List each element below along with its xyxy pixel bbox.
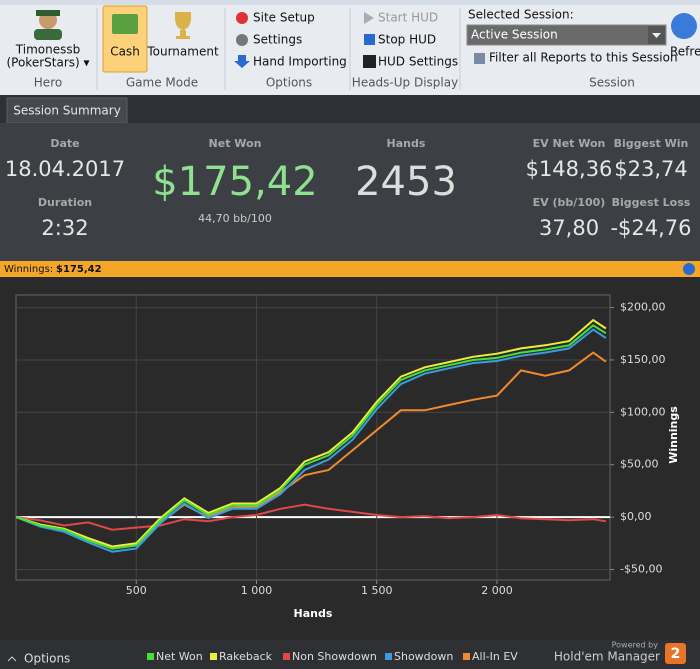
group-label: Heads-Up Display — [352, 76, 458, 90]
stat-label: Net Won — [209, 137, 262, 150]
cash-label[interactable]: Cash — [110, 45, 140, 59]
stat-label: Biggest Loss — [612, 196, 691, 209]
series-line — [15, 324, 607, 550]
powered-by: Powered by — [612, 641, 659, 650]
footer — [0, 640, 700, 669]
cash-icon — [112, 14, 138, 34]
x-tick-label: 2 000 — [481, 584, 513, 597]
options-caret — [7, 656, 17, 662]
legend-swatch — [283, 653, 290, 660]
ribbon-top — [0, 0, 700, 5]
legend-swatch — [385, 653, 392, 660]
group-label: Hero — [34, 76, 62, 90]
y-tick-label: $50,00 — [620, 458, 659, 471]
option-item[interactable]: Site Setup — [253, 11, 315, 25]
x-tick-label: 500 — [126, 584, 147, 597]
winnings-label: Winnings: — [4, 264, 53, 275]
icon — [364, 34, 375, 45]
y-axis-title: Winnings — [667, 406, 680, 464]
legend-swatch — [147, 653, 154, 660]
stat-label: Duration — [38, 196, 92, 209]
hud-item[interactable]: Start HUD — [378, 11, 438, 25]
hud-item[interactable]: HUD Settings — [378, 55, 458, 69]
session-group: Selected Session: Active Session Filter … — [466, 8, 678, 90]
session-selected[interactable]: Active Session — [471, 28, 558, 42]
legend-swatch — [463, 653, 470, 660]
stat-value: $148,36 — [526, 157, 613, 181]
hud-group: Start HUD Stop HUD HUD Settings Heads-Up… — [352, 11, 458, 90]
stat-label: Date — [50, 137, 79, 150]
legend-label: Non Showdown — [292, 650, 377, 663]
icon — [364, 12, 374, 24]
stat-label: Biggest Win — [614, 137, 689, 150]
x-tick-label: 1 000 — [241, 584, 273, 597]
dropdown-arrow — [652, 33, 661, 38]
series-line — [15, 328, 607, 553]
legend-label: Showdown — [394, 650, 453, 663]
help-icon[interactable] — [683, 263, 695, 275]
session-dropdown[interactable] — [466, 24, 667, 46]
winnings-value: $175,42 — [56, 264, 102, 275]
badge — [665, 643, 686, 664]
avatar-body — [34, 29, 62, 40]
y-tick-label: -$50,00 — [620, 563, 662, 576]
brand: Hold'em Manager — [554, 650, 660, 664]
options-button[interactable]: Options — [24, 652, 70, 666]
icon — [234, 55, 250, 68]
stat-label: EV Net Won — [533, 137, 606, 150]
icon — [363, 55, 376, 68]
legend-label: Net Won — [156, 650, 203, 663]
stat-value: 18.04.2017 — [5, 157, 125, 181]
option-item[interactable]: Hand Importing — [253, 55, 347, 69]
stat-value: 2:32 — [41, 216, 88, 240]
x-tick-label: 1 500 — [361, 584, 393, 597]
x-axis-title: Hands — [294, 607, 333, 620]
stat-value: 37,80 — [539, 216, 599, 240]
hands: 2453 — [355, 159, 457, 205]
y-tick-label: $0,00 — [620, 510, 652, 523]
group-label: Game Mode — [126, 76, 198, 90]
option-item[interactable]: Settings — [253, 33, 302, 47]
summary-panel — [0, 123, 700, 261]
tab[interactable] — [6, 97, 128, 124]
y-tick-label: $100,00 — [620, 405, 666, 418]
badge-text: 2 — [671, 646, 681, 662]
winnings-bar — [0, 261, 700, 277]
group-label: Session — [589, 76, 635, 90]
icon — [474, 53, 485, 64]
icon — [236, 34, 248, 46]
hero-site[interactable]: (PokerStars) ▾ — [6, 56, 89, 70]
series-line — [15, 503, 607, 531]
refresh-label[interactable]: Refre — [670, 45, 700, 59]
hud-item[interactable]: Stop HUD — [378, 33, 436, 47]
plot-frame — [15, 294, 611, 581]
filter-button[interactable]: Filter all Reports to this Session — [489, 51, 678, 65]
icon — [236, 12, 248, 24]
tournament-label[interactable]: Tournament — [146, 45, 219, 59]
stat-label: EV (bb/100) — [533, 196, 606, 209]
stat-value: -$24,76 — [610, 216, 691, 240]
options-group: Site Setup Settings Hand Importing Optio… — [234, 11, 347, 90]
trophy-icon — [175, 12, 191, 39]
hero-name[interactable]: Timonessb — [15, 43, 80, 57]
refresh-icon[interactable] — [671, 13, 697, 39]
session-label: Selected Session: — [468, 8, 574, 22]
stat-label: Hands — [387, 137, 426, 150]
tab-label[interactable]: Session Summary — [13, 104, 121, 118]
net-won: $175,42 — [152, 159, 317, 205]
hero-group: Timonessb (PokerStars) ▾ Hero — [6, 10, 90, 90]
legend-label: Rakeback — [219, 650, 273, 663]
legend-label: All-In EV — [472, 650, 518, 663]
bb100: 44,70 bb/100 — [198, 212, 272, 225]
y-tick-label: $150,00 — [620, 353, 666, 366]
game-mode-group: Cash Tournament Game Mode — [102, 5, 219, 90]
avatar-hat — [36, 10, 60, 16]
legend-swatch — [210, 653, 217, 660]
series-line — [15, 318, 607, 548]
y-tick-label: $200,00 — [620, 301, 666, 314]
stat-value: $23,74 — [614, 157, 687, 181]
group-label: Options — [266, 76, 312, 90]
